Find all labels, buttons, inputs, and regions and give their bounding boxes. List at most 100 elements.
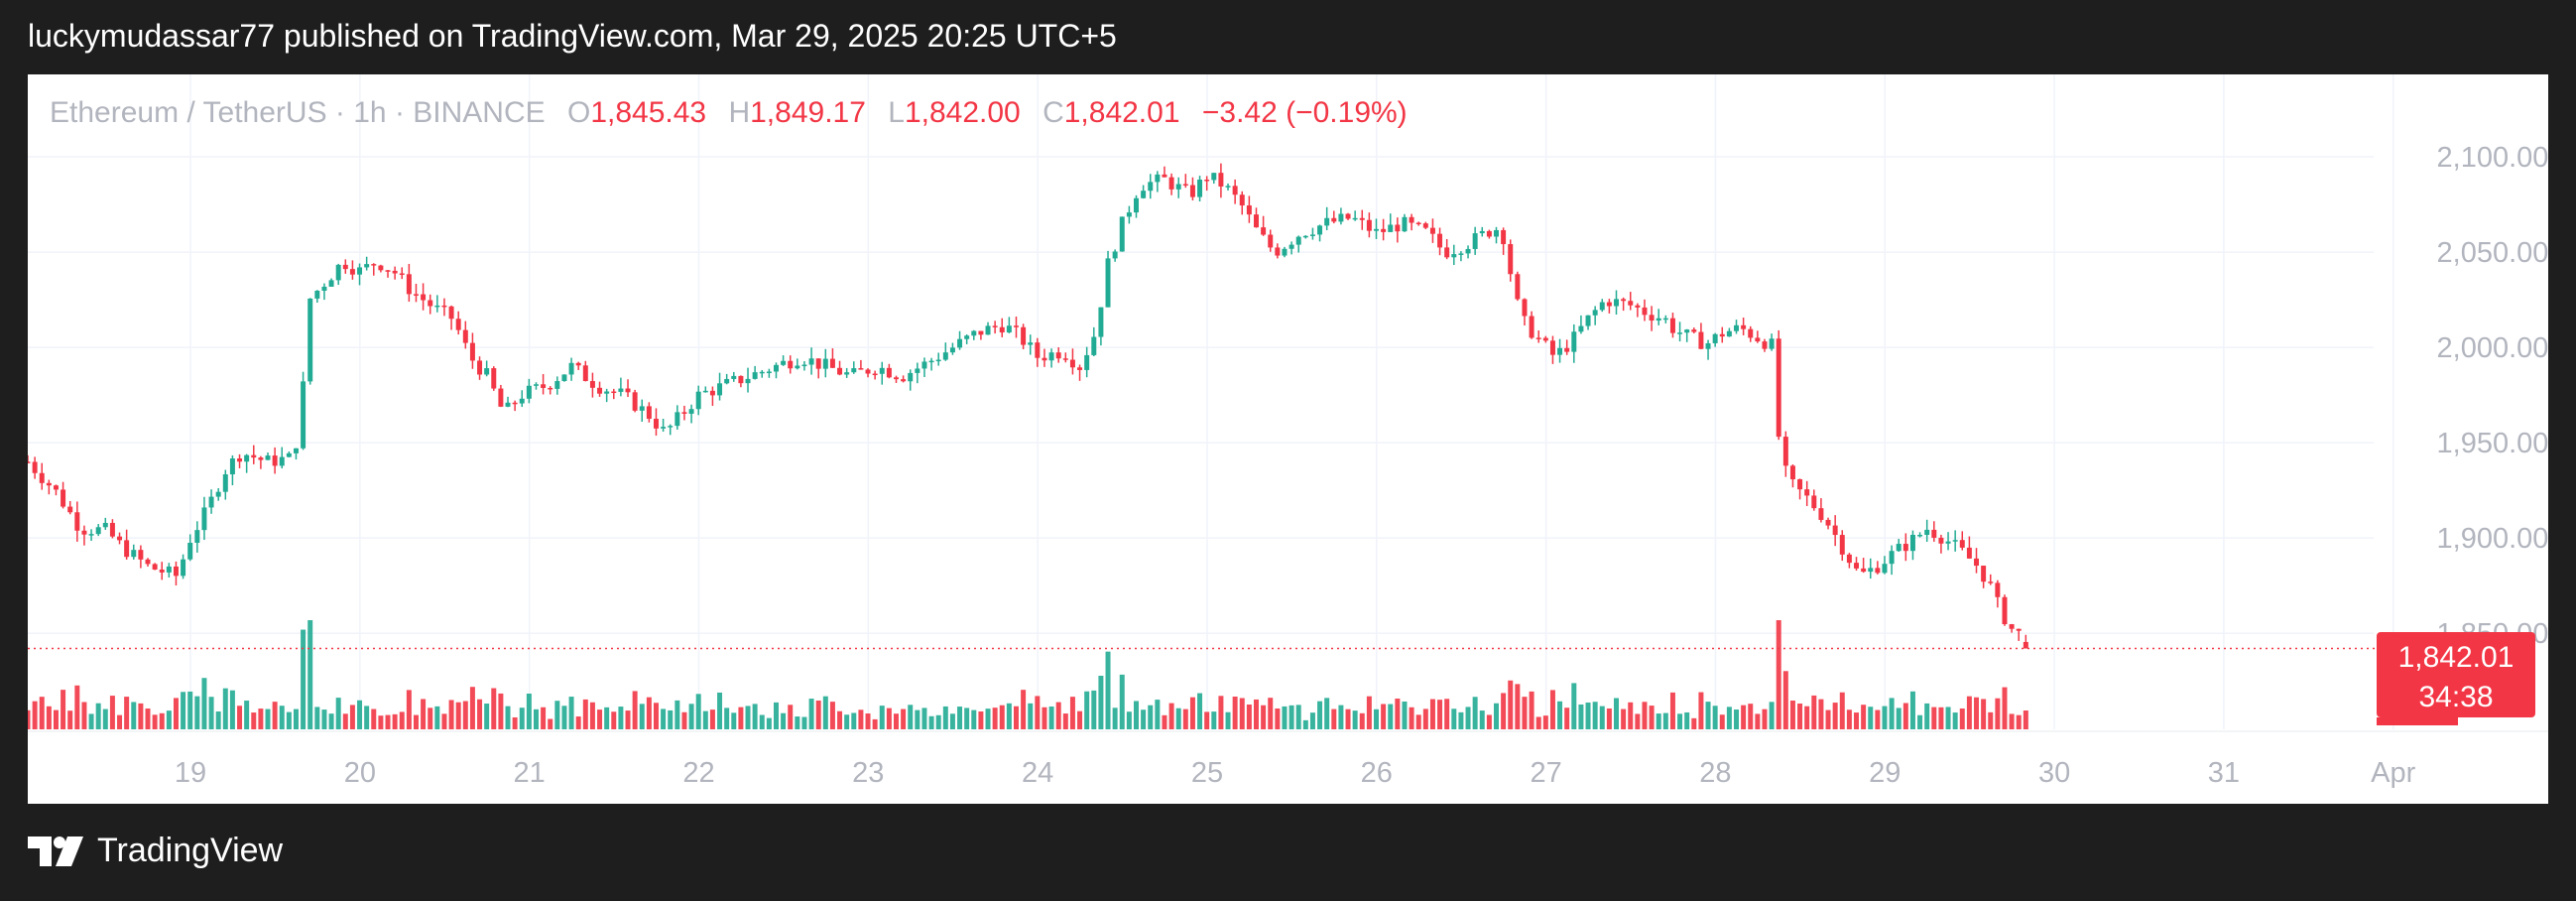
volume-bar — [491, 688, 497, 729]
symbol-legend[interactable]: Ethereum / TetherUS · 1h · BINANCE O1,84… — [50, 96, 1408, 130]
volume-bar — [837, 710, 843, 729]
candle-body — [1155, 174, 1161, 183]
candle-body — [773, 364, 779, 372]
volume-bar — [1309, 712, 1315, 729]
candle-body — [357, 267, 363, 275]
volume-bar — [286, 711, 292, 729]
volume-bar — [1338, 705, 1344, 729]
volume-bar — [1048, 707, 1054, 729]
volume-bar — [477, 699, 483, 729]
volume-bar — [1119, 674, 1125, 729]
volume-bar — [1712, 706, 1718, 729]
volume-bar — [1126, 711, 1132, 729]
candle-body — [166, 566, 172, 573]
candle-body — [1112, 251, 1118, 259]
volume-bar — [215, 711, 221, 729]
volume-bar — [971, 709, 977, 729]
volume-bar — [1091, 690, 1097, 729]
candle-body — [265, 455, 271, 460]
volume-bar — [145, 708, 151, 729]
volume-bar — [1359, 712, 1365, 729]
volume-bar — [653, 703, 659, 729]
volume-bar — [921, 708, 927, 729]
candle-body — [1628, 301, 1634, 306]
candle-body — [53, 485, 59, 490]
volume-bar — [1211, 711, 1217, 729]
price-axis[interactable]: 2,100.00 2,050.00 2,000.00 1,950.00 1,900.00… — [2437, 142, 2548, 650]
volume-bar — [1677, 713, 1683, 729]
x-tick-label: 26 — [1361, 757, 1393, 789]
candle-body — [1782, 437, 1788, 466]
candle-body — [1909, 535, 1915, 552]
candle-body — [533, 384, 539, 386]
candle-body — [307, 298, 313, 382]
volume-bar — [1966, 696, 1972, 729]
footer-brand[interactable]: TradingView — [28, 832, 283, 870]
volume-bar — [498, 693, 504, 729]
candle-body — [1825, 519, 1831, 526]
volume-bar — [568, 697, 574, 729]
candle-body — [301, 381, 307, 449]
volume-bar — [1974, 697, 1980, 729]
candle-body — [1246, 205, 1252, 215]
volume-bar — [208, 697, 214, 729]
volume-bar — [1486, 714, 1492, 729]
volume-bar — [1055, 702, 1061, 729]
legend-close-label: C — [1043, 96, 1064, 129]
candle-body — [46, 482, 52, 486]
candle-body — [1656, 318, 1661, 322]
volume-bar — [1748, 704, 1754, 729]
candle-body — [611, 391, 617, 394]
candle-body — [1254, 214, 1259, 228]
candle-body — [173, 566, 179, 577]
candle-body — [364, 264, 370, 268]
volume-bar — [1902, 703, 1908, 729]
candle-body — [1062, 358, 1068, 360]
volume-bar — [1522, 697, 1528, 729]
volume-bar — [67, 710, 73, 729]
candle-body — [1606, 302, 1612, 307]
candle-body — [1204, 180, 1210, 182]
volume-bar — [53, 709, 59, 729]
candle-body — [1098, 307, 1104, 337]
volume-bar — [1246, 704, 1252, 729]
candle-body — [321, 286, 327, 291]
candle-body — [1508, 244, 1514, 275]
candle-body — [385, 270, 391, 272]
candle-body — [625, 388, 631, 393]
candle-body — [1642, 307, 1648, 316]
candle-body — [469, 342, 475, 361]
volume-bar — [949, 713, 955, 729]
price-chart[interactable]: 2,100.00 2,050.00 2,000.00 1,950.00 1,900.00… — [28, 74, 2548, 804]
x-tick-label: 30 — [2038, 757, 2070, 789]
volume-bar — [421, 699, 427, 729]
y-tick-label: 2,100.00 — [2437, 142, 2548, 174]
volume-bar — [293, 708, 299, 729]
candle-body — [1938, 537, 1944, 544]
candle-body — [1832, 525, 1838, 536]
volume-bar — [1381, 704, 1387, 729]
chart-area[interactable]: 2,100.00 2,050.00 2,000.00 1,950.00 1,900.00… — [28, 74, 2548, 804]
candle-body — [582, 365, 588, 382]
candle-body — [1988, 581, 1994, 583]
candle-body — [1494, 229, 1499, 237]
candle-body — [1388, 224, 1394, 232]
volume-bar — [575, 716, 581, 729]
volume-bar — [844, 714, 850, 729]
volume-bar — [618, 707, 624, 729]
candle-body — [1381, 228, 1387, 232]
volume-bar — [1839, 692, 1845, 729]
volume-bar — [879, 706, 885, 729]
volume-bar — [1501, 693, 1507, 729]
candle-body — [102, 522, 108, 528]
candle-body — [795, 365, 800, 369]
volume-bar — [1331, 708, 1337, 729]
candle-body — [632, 392, 638, 411]
x-tick-label: 20 — [344, 757, 376, 789]
candle-body — [893, 377, 899, 380]
volume-bar — [1268, 698, 1274, 729]
volume-bar — [1175, 708, 1181, 729]
time-axis[interactable]: 19 20 21 22 23 24 25 26 27 28 29 30 31 Apr — [28, 730, 2548, 789]
candle-body — [484, 368, 490, 375]
candle-body — [74, 512, 80, 531]
